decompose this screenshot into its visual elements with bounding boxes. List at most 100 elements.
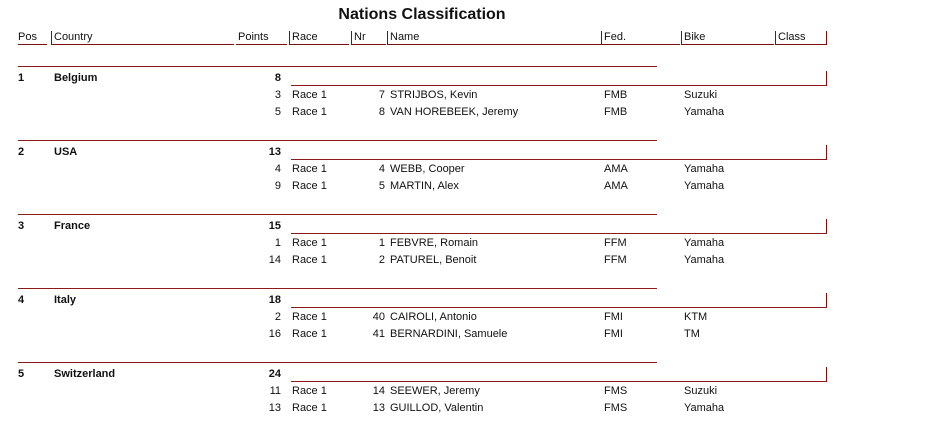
- nation-group: 4 Italy 18 2 Race 1 40 CAIROLI, Antonio FMI KTM 1…: [0, 288, 936, 362]
- header-pos: Pos: [18, 31, 47, 45]
- rider-points: 11: [269, 385, 281, 397]
- rider-nr: 14: [372, 385, 385, 397]
- nation-country: Italy: [54, 294, 77, 306]
- rider-points: 3: [274, 89, 281, 101]
- group-divider: [18, 288, 657, 289]
- rider-points: 2: [274, 311, 281, 323]
- rider-points: 9: [274, 180, 281, 192]
- rider-name: BERNARDINI, Samuele: [390, 328, 508, 340]
- rider-fed: FMI: [604, 328, 623, 340]
- header-nr: Nr: [351, 31, 386, 45]
- rider-name: STRIJBOS, Kevin: [390, 89, 478, 101]
- rider-bike: Yamaha: [684, 106, 725, 118]
- rider-race: Race 1: [292, 106, 327, 118]
- rider-nr: 8: [378, 106, 385, 118]
- nation-underline: [291, 293, 827, 308]
- rider-points: 4: [274, 163, 281, 175]
- rider-nr: 7: [378, 89, 385, 101]
- nation-pos: 5: [18, 368, 25, 380]
- nation-country: France: [54, 220, 91, 232]
- header-name: Name: [387, 31, 601, 45]
- rider-race: Race 1: [292, 328, 327, 340]
- rider-nr: 5: [378, 180, 385, 192]
- rider-race: Race 1: [292, 402, 327, 414]
- rider-name: CAIROLI, Antonio: [390, 311, 477, 323]
- nation-country: Switzerland: [54, 368, 116, 380]
- rider-bike: TM: [684, 328, 700, 340]
- nation-group: 5 Switzerland 24 11 Race 1 14 SEEWER, Jeremy FM…: [0, 362, 936, 428]
- rider-fed: FFM: [604, 254, 627, 266]
- rider-fed: FMI: [604, 311, 623, 323]
- nation-pos: 2: [18, 146, 25, 158]
- header-race: Race: [289, 31, 349, 45]
- rider-nr: 1: [378, 237, 385, 249]
- rider-race: Race 1: [292, 180, 327, 192]
- nation-underline: [291, 219, 827, 234]
- rider-fed: FMS: [604, 385, 628, 397]
- nation-pos: 1: [18, 72, 25, 84]
- rider-bike: KTM: [684, 311, 708, 323]
- rider-points: 13: [268, 402, 281, 414]
- nation-group: 2 USA 13 4 Race 1 4 WEBB, Cooper AMA Yamaha 9 Race…: [0, 140, 936, 214]
- rider-points: 16: [268, 328, 281, 340]
- rider-name: SEEWER, Jeremy: [390, 385, 480, 397]
- nation-points: 15: [268, 220, 281, 232]
- nation-group: 3 France 15 1 Race 1 1 FEBVRE, Romain FFM Yamaha…: [0, 214, 936, 288]
- header-points: Points: [236, 31, 287, 45]
- nation-pos: 3: [18, 220, 25, 232]
- rider-bike: Yamaha: [684, 237, 725, 249]
- nation-underline: [291, 71, 827, 86]
- rider-name: WEBB, Cooper: [390, 163, 465, 175]
- rider-race: Race 1: [292, 237, 327, 249]
- nation-points: 13: [268, 146, 281, 158]
- header-country: Country: [51, 31, 234, 45]
- rider-bike: Suzuki: [684, 89, 718, 101]
- rider-bike: Yamaha: [684, 180, 725, 192]
- header-fed: Fed.: [601, 31, 680, 45]
- rider-points: 14: [268, 254, 281, 266]
- rider-fed: FMB: [604, 106, 628, 118]
- nation-underline: [291, 145, 827, 160]
- group-divider: [18, 140, 657, 141]
- group-divider: [18, 66, 657, 67]
- page-title: Nations Classification: [338, 6, 506, 23]
- rider-name: MARTIN, Alex: [390, 180, 459, 192]
- rider-race: Race 1: [292, 385, 327, 397]
- rider-nr: 2: [378, 254, 385, 266]
- rider-fed: FMS: [604, 402, 628, 414]
- header-class: Class: [775, 31, 827, 45]
- rider-bike: Yamaha: [684, 163, 725, 175]
- nation-underline: [291, 367, 827, 382]
- rider-nr: 41: [372, 328, 385, 340]
- rider-nr: 13: [372, 402, 385, 414]
- nation-country: USA: [54, 146, 78, 158]
- rider-points: 1: [274, 237, 281, 249]
- rider-fed: AMA: [604, 180, 628, 192]
- nation-country: Belgium: [54, 72, 98, 84]
- nation-pos: 4: [18, 294, 25, 306]
- rider-bike: Suzuki: [684, 385, 718, 397]
- rider-bike: Yamaha: [684, 254, 725, 266]
- nation-points: 24: [268, 368, 281, 380]
- rider-name: PATUREL, Benoit: [390, 254, 477, 266]
- rider-name: FEBVRE, Romain: [390, 237, 479, 249]
- group-divider: [18, 362, 657, 363]
- rider-bike: Yamaha: [684, 402, 725, 414]
- rider-race: Race 1: [292, 89, 327, 101]
- rider-race: Race 1: [292, 311, 327, 323]
- rider-race: Race 1: [292, 254, 327, 266]
- header-bike: Bike: [681, 31, 774, 45]
- rider-fed: FMB: [604, 89, 628, 101]
- rider-points: 5: [274, 106, 281, 118]
- group-divider: [18, 214, 657, 215]
- rider-name: GUILLOD, Valentin: [390, 402, 484, 414]
- rider-name: VAN HOREBEEK, Jeremy: [390, 106, 519, 118]
- nation-points: 8: [274, 72, 281, 84]
- nation-group: 1 Belgium 8 3 Race 1 7 STRIJBOS, Kevin FMB Suzuk…: [0, 66, 936, 140]
- rider-race: Race 1: [292, 163, 327, 175]
- nation-points: 18: [268, 294, 281, 306]
- rider-fed: FFM: [604, 237, 627, 249]
- rider-fed: AMA: [604, 163, 628, 175]
- rider-nr: 40: [372, 311, 385, 323]
